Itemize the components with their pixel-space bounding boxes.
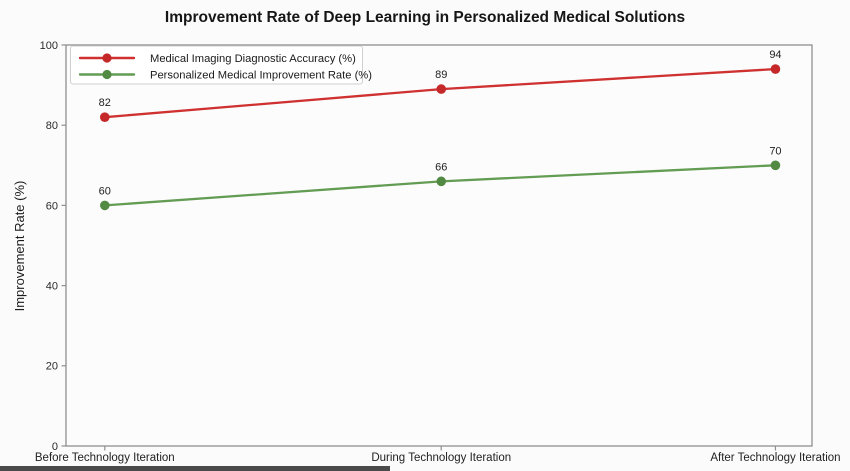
- x-tick-label: After Technology Iteration: [710, 452, 840, 464]
- x-tick-label: During Technology Iteration: [371, 452, 511, 464]
- data-point-label: 82: [99, 97, 111, 109]
- y-tick-label: 60: [46, 200, 58, 212]
- data-point-marker: [770, 64, 781, 74]
- legend-label: Personalized Medical Improvement Rate (%…: [150, 69, 372, 81]
- video-progress-bar: [0, 466, 390, 471]
- y-tick-label: 40: [46, 280, 58, 292]
- chart-title: Improvement Rate of Deep Learning in Per…: [164, 9, 686, 26]
- series-red: 82 89 94: [99, 49, 782, 122]
- data-point-marker: [436, 84, 447, 94]
- data-point-marker: [99, 200, 110, 211]
- plot-area: [65, 44, 813, 447]
- data-point-marker: [770, 160, 781, 171]
- series-green: 60 66 70: [99, 145, 782, 211]
- legend: Medical Imaging Diagnostic Accuracy (%) P…: [70, 45, 372, 85]
- legend-marker: [102, 69, 112, 80]
- x-axis: Before Technology Iteration During Techno…: [35, 446, 841, 464]
- data-point-label: 89: [435, 69, 447, 81]
- data-point-label: 66: [435, 161, 447, 173]
- data-point-marker: [99, 112, 110, 122]
- legend-label: Medical Imaging Diagnostic Accuracy (%): [150, 53, 356, 65]
- x-tick-label: Before Technology Iteration: [35, 452, 175, 464]
- data-point-marker: [436, 176, 447, 187]
- y-tick-label: 80: [46, 120, 58, 132]
- y-tick-label: 20: [46, 361, 58, 373]
- y-tick-label: 0: [52, 441, 58, 453]
- legend-marker: [102, 53, 112, 63]
- data-point-label: 60: [99, 185, 111, 197]
- data-point-label: 70: [769, 145, 781, 157]
- data-point-label: 94: [769, 49, 781, 61]
- legend-box: [70, 45, 363, 85]
- y-axis: 0 20 40 60 80 100: [40, 40, 66, 453]
- y-tick-label: 100: [40, 40, 58, 52]
